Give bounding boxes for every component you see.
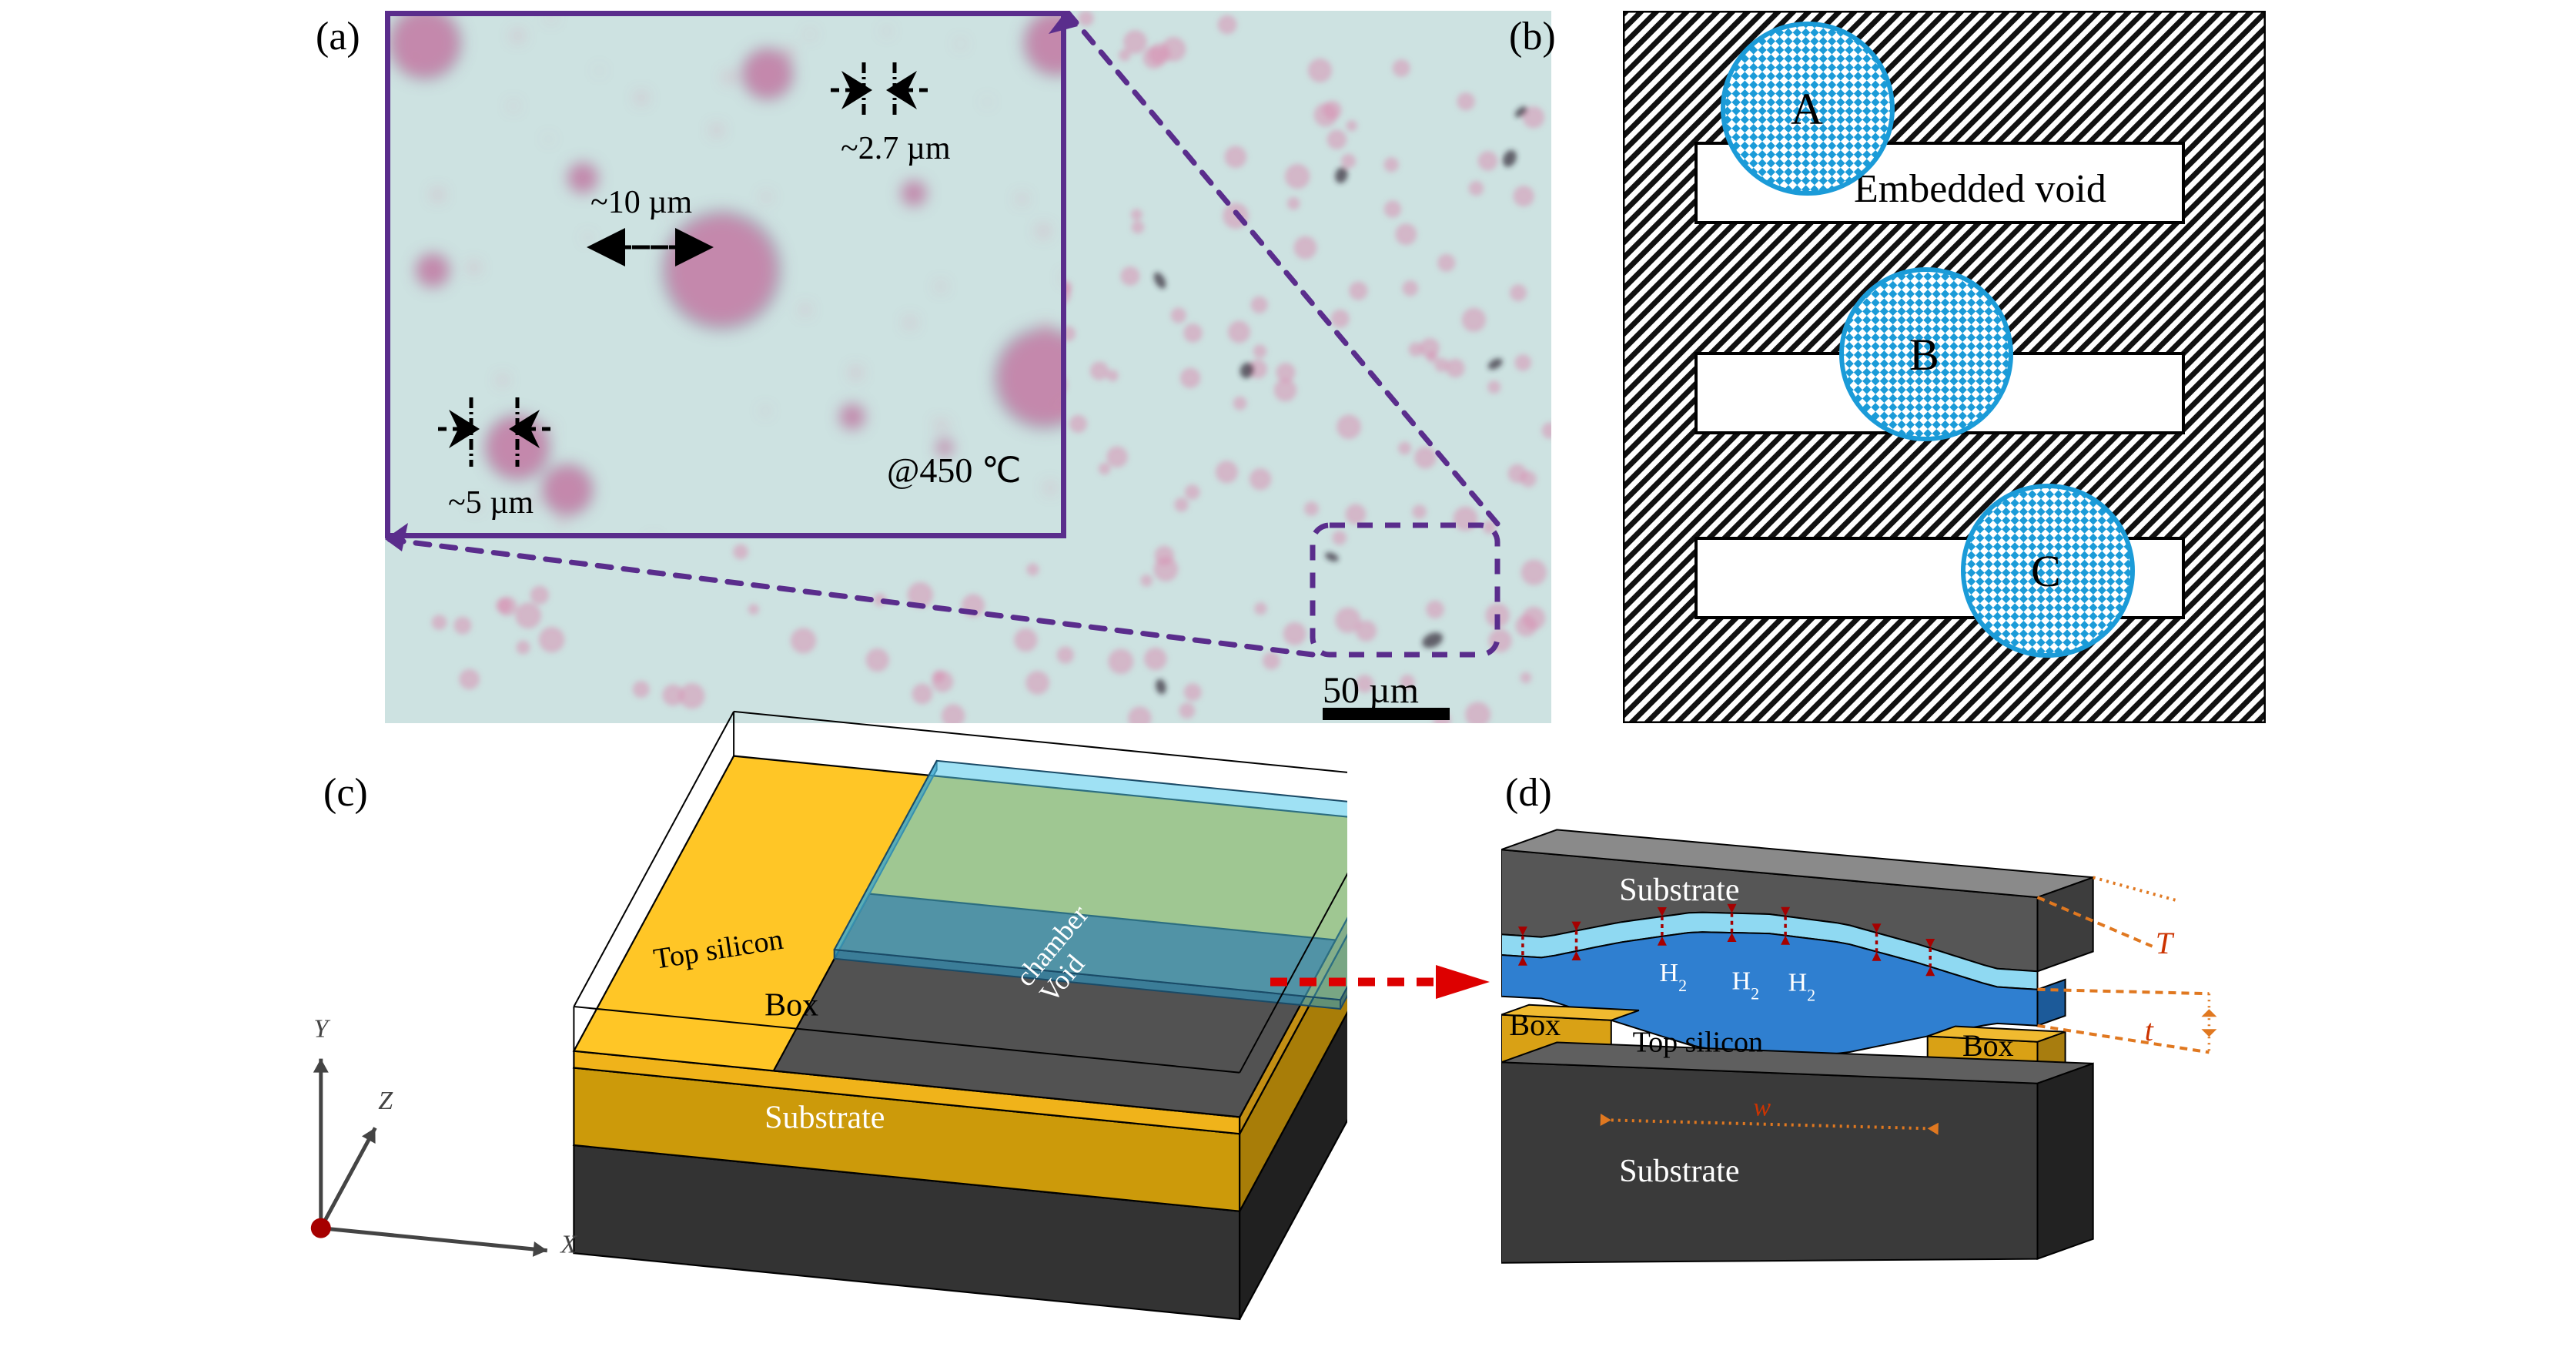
svg-text:T: T	[2156, 926, 2175, 960]
svg-text:Substrate: Substrate	[1619, 873, 1739, 908]
svg-text:Embedded void: Embedded void	[1854, 167, 2106, 211]
svg-text:Box: Box	[764, 988, 818, 1024]
svg-text:Z: Z	[378, 1087, 393, 1115]
svg-text:Substrate: Substrate	[1619, 1154, 1739, 1189]
svg-text:Box: Box	[1962, 1028, 2014, 1063]
svg-text:w: w	[1753, 1093, 1771, 1121]
svg-text:A: A	[1791, 84, 1823, 134]
svg-text:Top silicon: Top silicon	[1633, 1026, 1763, 1058]
svg-text:Substrate: Substrate	[764, 1100, 885, 1135]
svg-text:Y: Y	[313, 1015, 330, 1044]
svg-text:Box: Box	[1509, 1007, 1561, 1042]
svg-text:B: B	[1909, 330, 1939, 380]
svg-text:C: C	[2031, 546, 2061, 596]
svg-text:X: X	[559, 1231, 577, 1259]
